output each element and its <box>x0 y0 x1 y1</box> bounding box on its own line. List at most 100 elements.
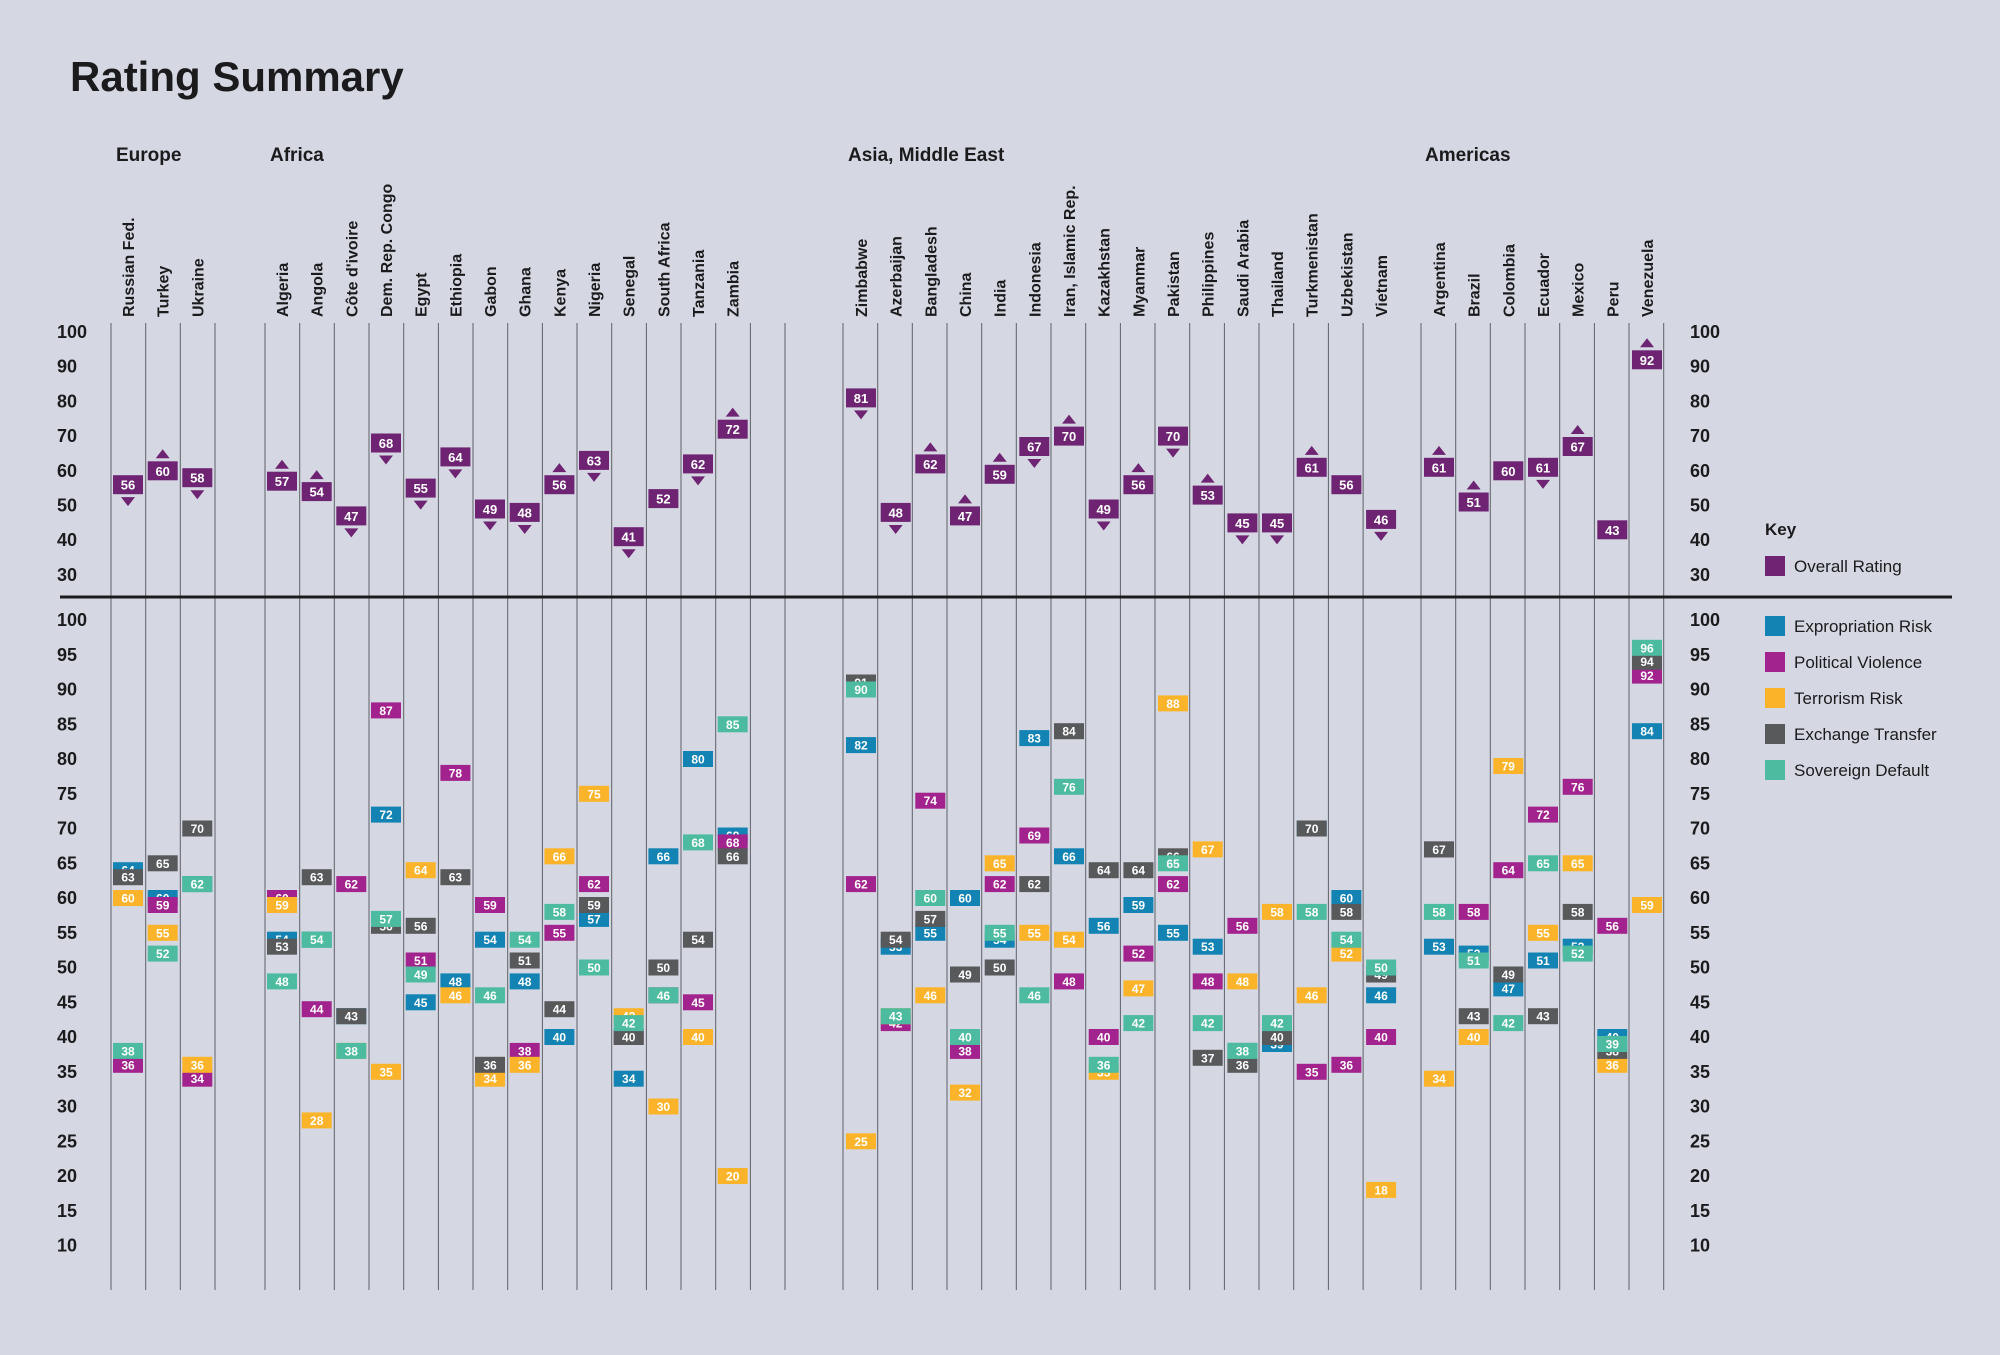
political-mark <box>509 1042 540 1059</box>
terrorism-value-label: 46 <box>449 989 463 1003</box>
overall-rating-mark <box>1562 437 1593 456</box>
exchange-mark <box>147 855 178 872</box>
sovereign-mark <box>1088 1056 1119 1073</box>
political-mark <box>182 1070 213 1087</box>
expropriation-value-label: 84 <box>1640 725 1654 739</box>
trend-up-icon <box>1570 425 1585 435</box>
overall-rating-label: 52 <box>656 492 670 507</box>
exchange-value-label: 36 <box>483 1058 497 1072</box>
exchange-mark <box>1192 1049 1223 1066</box>
political-value-label: 59 <box>156 899 170 913</box>
country-label-argentina: Argentina <box>1432 242 1449 317</box>
country-label-thailand: Thailand <box>1270 251 1287 317</box>
bottom-axis-tick-right: 100 <box>1690 610 1720 630</box>
overall-rating-label: 56 <box>1131 478 1145 493</box>
terrorism-value-label: 36 <box>1606 1058 1620 1072</box>
expropriation-value-label: 60 <box>958 892 972 906</box>
expropriation-value-label: 48 <box>449 975 463 989</box>
country-label-tanzania: Tanzania <box>691 250 708 317</box>
terrorism-value-label: 47 <box>1132 982 1146 996</box>
terrorism-value-label: 18 <box>1374 1183 1388 1197</box>
country-label-zambia: Zambia <box>726 261 743 317</box>
exchange-mark <box>950 966 980 983</box>
terrorism-value-label: 88 <box>1166 697 1180 711</box>
bottom-axis-tick-left: 20 <box>57 1166 77 1186</box>
terrorism-mark <box>1296 987 1327 1004</box>
country-label-senegal: Senegal <box>622 256 639 317</box>
trend-down-icon <box>854 410 868 420</box>
political-mark <box>405 952 436 969</box>
bottom-axis-tick-left: 80 <box>57 749 77 769</box>
overall-rating-mark <box>1123 475 1154 495</box>
terrorism-mark <box>683 1029 713 1045</box>
expropriation-mark <box>1424 938 1454 955</box>
political-mark <box>1296 1063 1327 1080</box>
overall-rating-label: 53 <box>1200 488 1214 503</box>
sovereign-mark <box>1562 945 1593 962</box>
legend-label-sovereign: Sovereign Default <box>1794 761 1929 780</box>
terrorism-mark <box>1528 924 1558 941</box>
political-value-label: 35 <box>1305 1065 1319 1079</box>
terrorism-mark <box>1597 1056 1628 1073</box>
sovereign-mark <box>113 1042 143 1059</box>
sovereign-value-label: 42 <box>1502 1017 1516 1031</box>
legend-swatch-sovereign <box>1765 760 1785 780</box>
region-label-americas: Americas <box>1425 145 1511 166</box>
political-value-label: 59 <box>483 899 497 913</box>
terrorism-mark <box>1054 931 1084 948</box>
exchange-mark <box>182 820 213 837</box>
legend-swatch-political <box>1765 652 1785 672</box>
trend-down-icon <box>888 524 903 534</box>
bottom-axis-tick-right: 75 <box>1690 784 1710 804</box>
political-mark <box>683 994 713 1011</box>
terrorism-mark <box>1331 945 1362 962</box>
sovereign-value-label: 39 <box>1606 1038 1620 1052</box>
trend-up-icon <box>992 452 1007 462</box>
political-value-label: 38 <box>518 1044 532 1058</box>
overall-rating-label: 57 <box>275 474 289 489</box>
political-mark <box>1088 1029 1119 1045</box>
terrorism-mark <box>1366 1181 1397 1198</box>
overall-rating-label: 55 <box>413 481 427 496</box>
political-mark <box>1366 1029 1397 1045</box>
expropriation-mark <box>440 973 471 990</box>
overall-rating-label: 48 <box>517 505 531 520</box>
expropriation-value-label: 57 <box>587 912 601 926</box>
bottom-axis-tick-right: 85 <box>1690 714 1710 734</box>
region-labels: Europe Africa Asia, Middle East Americas <box>116 145 1511 166</box>
expropriation-mark <box>1123 897 1154 913</box>
terrorism-mark <box>113 890 143 906</box>
overall-rating-mark <box>1366 509 1397 529</box>
overall-rating-label: 61 <box>1536 460 1550 475</box>
terrorism-mark <box>475 1070 505 1087</box>
exchange-mark <box>405 917 436 934</box>
bottom-axis-tick-right: 95 <box>1690 645 1710 665</box>
sovereign-value-label: 43 <box>889 1010 903 1024</box>
overall-rating-mark <box>1158 426 1188 446</box>
terrorism-value-label: 34 <box>1432 1072 1446 1086</box>
trend-up-icon <box>1640 338 1655 348</box>
political-mark <box>1562 778 1593 795</box>
country-label-gabon: Gabon <box>483 266 500 317</box>
country-label-ghana: Ghana <box>518 267 535 317</box>
overall-rating-mark <box>579 450 609 470</box>
overall-rating-label: 47 <box>958 509 972 524</box>
terrorism-mark <box>579 785 609 802</box>
overall-rating-mark <box>1528 457 1558 477</box>
trend-up-icon <box>1304 445 1319 455</box>
bottom-axis-tick-left: 10 <box>57 1236 77 1256</box>
sovereign-mark <box>371 910 401 927</box>
political-value-label: 38 <box>958 1044 972 1058</box>
exchange-value-label: 70 <box>1305 822 1319 836</box>
exchange-mark <box>475 1056 505 1073</box>
exchange-value-label: 44 <box>553 1003 567 1017</box>
overall-rating-label: 47 <box>344 509 358 524</box>
overall-rating-label: 62 <box>923 457 937 472</box>
overall-rating-mark <box>1054 426 1084 446</box>
overall-rating-mark <box>1458 492 1489 512</box>
trend-up-icon <box>309 470 324 480</box>
political-value-label: 56 <box>1236 919 1250 933</box>
bottom-axis-tick-left: 70 <box>57 819 77 839</box>
expropriation-value-label: 53 <box>1432 940 1446 954</box>
